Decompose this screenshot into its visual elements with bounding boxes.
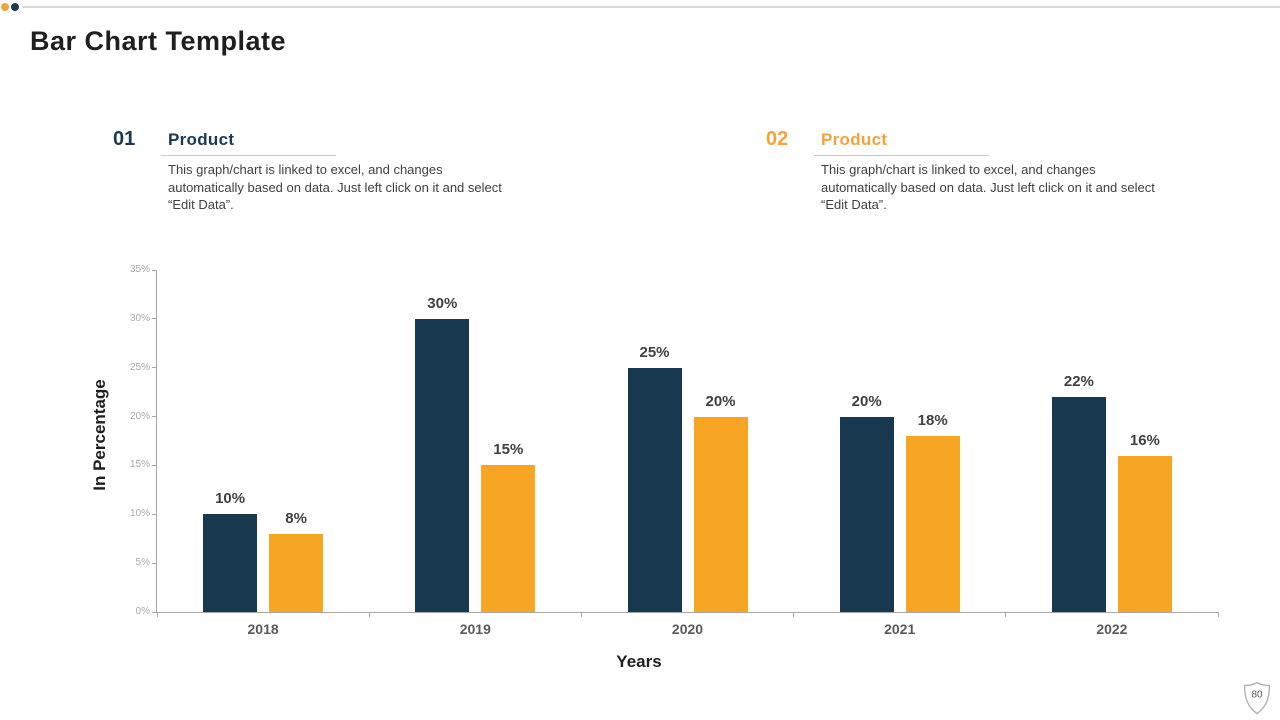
page-title: Bar Chart Template bbox=[30, 26, 287, 56]
2022-series2-value-label: 16% bbox=[1129, 431, 1160, 449]
shield-icon: 80 bbox=[1243, 681, 1271, 715]
y-tick-mark bbox=[152, 562, 156, 564]
x-tick-mark bbox=[1217, 612, 1219, 617]
y-tick-mark bbox=[152, 416, 156, 418]
y-tick-label: 20% bbox=[129, 410, 150, 422]
y-axis-title: In Percentage bbox=[90, 379, 109, 491]
y-tick-mark bbox=[152, 367, 156, 369]
category-label-2018: 2018 bbox=[247, 621, 279, 637]
2020-series1-value-label: 25% bbox=[639, 343, 670, 361]
2020-series2-value-label: 20% bbox=[705, 392, 736, 410]
x-tick-mark bbox=[793, 612, 795, 617]
x-tick-mark bbox=[1005, 612, 1007, 617]
x-tick-mark bbox=[368, 612, 370, 617]
page-number-badge: 80 bbox=[1242, 681, 1272, 715]
2019-series2-bar bbox=[481, 465, 536, 612]
y-tick-mark bbox=[152, 513, 156, 515]
y-tick-label: 30% bbox=[129, 312, 150, 324]
2021-series1-value-label: 20% bbox=[851, 392, 882, 410]
2019-series1-bar bbox=[415, 318, 470, 612]
category-label-2022: 2022 bbox=[1096, 621, 1128, 637]
decorative-dot-navy bbox=[11, 3, 19, 11]
y-tick-label: 10% bbox=[129, 508, 150, 520]
section-description: This graph/chart is linked to excel, and… bbox=[168, 162, 502, 212]
section-heading: Product bbox=[821, 130, 888, 149]
y-tick-mark bbox=[152, 318, 156, 320]
2022-series1-bar bbox=[1051, 397, 1106, 612]
2018-series1-bar bbox=[203, 514, 258, 612]
category-label-2020: 2020 bbox=[671, 621, 704, 637]
y-tick-mark bbox=[152, 464, 156, 466]
y-tick-label: 0% bbox=[135, 606, 150, 617]
2018-series2-value-label: 8% bbox=[285, 509, 307, 527]
y-tick-label: 25% bbox=[129, 361, 150, 373]
2020-series1-bar bbox=[627, 367, 682, 612]
2018-series1-value-label: 10% bbox=[215, 490, 246, 508]
2018-series2-bar bbox=[269, 533, 324, 612]
y-tick-label: 5% bbox=[135, 557, 150, 569]
2022-series2-bar bbox=[1117, 455, 1172, 612]
2021-series2-value-label: 18% bbox=[917, 412, 948, 430]
2021-series2-bar bbox=[905, 436, 960, 612]
section-underline bbox=[161, 155, 336, 156]
section-underline bbox=[814, 155, 989, 156]
section-number: 01 bbox=[113, 128, 136, 150]
category-label-2021: 2021 bbox=[884, 621, 916, 637]
section-heading: Product bbox=[168, 130, 235, 149]
x-axis-line bbox=[156, 612, 1219, 613]
top-divider-line bbox=[22, 6, 1280, 8]
x-tick-mark bbox=[580, 612, 582, 617]
decorative-dot-orange bbox=[1, 3, 9, 11]
y-tick-label: 15% bbox=[129, 459, 150, 471]
2022-series1-value-label: 22% bbox=[1063, 373, 1094, 391]
y-axis-line bbox=[156, 270, 157, 613]
2019-series2-value-label: 15% bbox=[493, 441, 524, 459]
section-number: 02 bbox=[766, 128, 789, 150]
2021-series1-bar bbox=[839, 416, 894, 612]
y-tick-label: 35% bbox=[129, 264, 150, 275]
x-axis-title: Years bbox=[616, 652, 662, 671]
page-number: 80 bbox=[1251, 690, 1263, 701]
2020-series2-bar bbox=[693, 416, 748, 612]
2019-series1-value-label: 30% bbox=[427, 294, 458, 312]
y-tick-mark bbox=[152, 269, 156, 271]
y-tick-mark bbox=[152, 611, 156, 613]
section-description: This graph/chart is linked to excel, and… bbox=[821, 162, 1155, 212]
x-tick-mark bbox=[156, 612, 158, 617]
category-label-2019: 2019 bbox=[459, 621, 491, 637]
